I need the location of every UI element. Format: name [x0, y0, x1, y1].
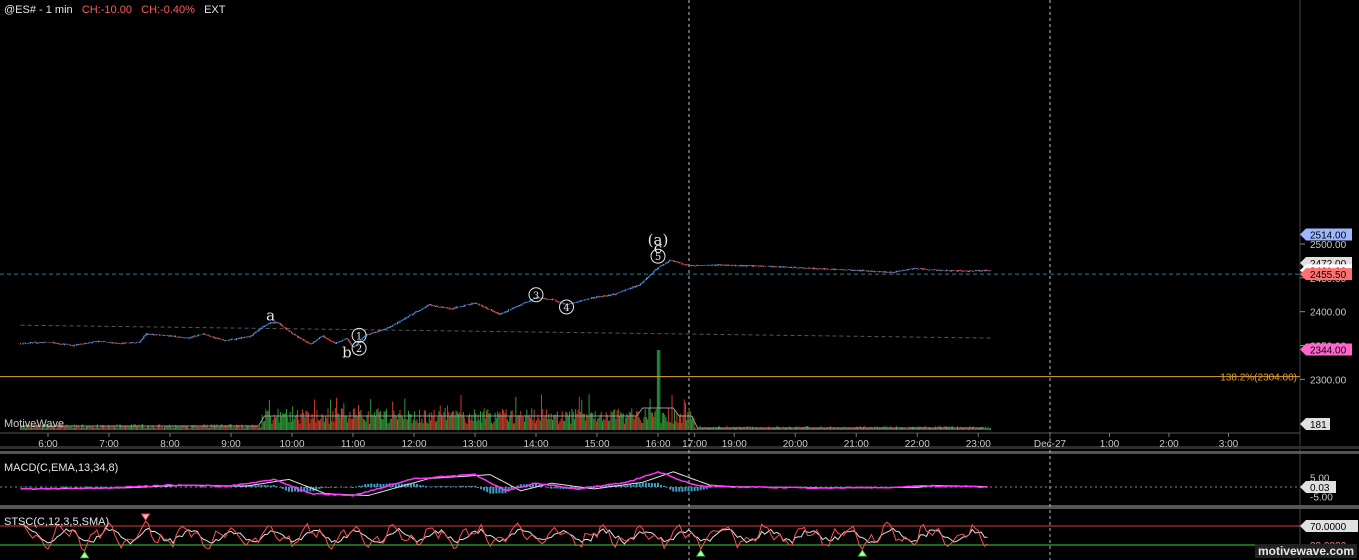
- price-badge: 2514.00: [1300, 228, 1352, 242]
- macd-badge-shape: [1300, 481, 1336, 493]
- price-badge-shape: [1300, 343, 1352, 356]
- time-tick-label: 2:00: [1159, 439, 1179, 450]
- wave-label-a: a: [266, 307, 275, 325]
- macd-tick-label: 5.00: [1310, 474, 1330, 485]
- stsc-sell-marker: [140, 513, 151, 521]
- stsc-buy-marker: [857, 549, 868, 557]
- wave-circle: [351, 340, 367, 356]
- volume-panel: [20, 350, 991, 430]
- volume-average-line: [20, 407, 985, 429]
- volume-badge-label: 181: [1310, 420, 1327, 431]
- wave-circle: [559, 299, 574, 315]
- time-tick-label: 20:00: [783, 439, 808, 450]
- wave-circle: [650, 248, 666, 264]
- chart-header: @ES# - 1 min CH:-10.00 CH:-0.40% EXT: [4, 4, 226, 17]
- stsc-title: STSC(C,12,3,5,SMA): [4, 516, 110, 528]
- trend-line: [20, 324, 991, 339]
- time-tick-label: 7:00: [99, 439, 119, 450]
- price-badge-label: 2344.00: [1310, 346, 1347, 357]
- macd-line: [20, 470, 988, 497]
- change-label: CH:-10.00: [81, 4, 132, 16]
- price-badge-label: 2455.50: [1310, 270, 1347, 281]
- wave-label-b: b: [342, 343, 352, 361]
- time-tick-label: Dec-27: [1034, 439, 1067, 450]
- wave-label-a: (a): [648, 231, 669, 249]
- macd-badge-label: 0.03: [1310, 483, 1330, 494]
- stsc-value-badge: 70.0000: [1300, 520, 1358, 533]
- time-tick-label: 17:00: [682, 439, 707, 450]
- time-tick-label: 3:00: [1219, 439, 1239, 450]
- volume-badge: 181: [1300, 418, 1330, 431]
- price-panel: 138.2%(2304.00): [0, 259, 1300, 384]
- price-badge-shape: [1300, 228, 1352, 241]
- wave-label-c: c: [654, 239, 662, 257]
- time-tick-label: 9:00: [221, 439, 241, 450]
- fib-level-label: 138.2%(2304.00): [1220, 373, 1297, 384]
- time-tick-label: 16:00: [645, 439, 670, 450]
- time-tick-label: 12:00: [401, 439, 426, 450]
- macd-panel: [0, 470, 1300, 497]
- price-badge: 2344.00: [1300, 343, 1352, 357]
- time-tick-label: 10:00: [279, 439, 304, 450]
- session-label: EXT: [204, 4, 226, 16]
- price-badge: 2455.50: [1300, 268, 1352, 281]
- watermark: motivewave.com: [1254, 544, 1357, 558]
- time-tick-label: 8:00: [160, 439, 180, 450]
- stsc-badge-shape: [1300, 520, 1358, 532]
- time-tick-label: 22:00: [905, 439, 930, 450]
- stsc-badge-label: 70.0000: [1310, 522, 1347, 533]
- macd-value-badge: 0.03: [1300, 481, 1336, 494]
- time-tick-label: 23:00: [966, 439, 991, 450]
- price-tick-label: 2500.00: [1310, 240, 1347, 251]
- stsc-buy-marker: [79, 551, 90, 559]
- time-tick-label: 6:00: [38, 439, 58, 450]
- time-tick-label: 14:00: [523, 439, 548, 450]
- time-tick-label: 19:00: [722, 439, 747, 450]
- symbol-label: @ES# - 1 min: [4, 4, 73, 16]
- volume-label: MotiveWave: [4, 418, 65, 430]
- wave-label-4: 4: [563, 303, 569, 314]
- wave-label-3: 3: [533, 291, 539, 302]
- wave-circle: [351, 327, 367, 343]
- price-tick-label: 2400.00: [1310, 308, 1347, 319]
- wave-circle: [528, 287, 544, 303]
- price-badge-shape: [1300, 268, 1352, 281]
- volume-badge-shape: [1300, 418, 1330, 430]
- time-tick-label: 1:00: [1100, 439, 1120, 450]
- change-pct-label: CH:-0.40%: [141, 4, 195, 16]
- time-tick-label: 11:00: [341, 439, 366, 450]
- price-tick-label: 2300.00: [1310, 375, 1347, 386]
- stsc-buy-marker: [695, 549, 706, 557]
- wave-label-2: 2: [356, 344, 362, 355]
- wave-label-5: 5: [655, 252, 661, 263]
- time-tick-label: 13:00: [462, 439, 487, 450]
- stochastic-panel: [0, 513, 1300, 559]
- time-tick-label: 15:00: [584, 439, 609, 450]
- price-badge-label: 2514.00: [1310, 231, 1347, 242]
- wave-label-1: 1: [356, 331, 362, 342]
- macd-tick-label: -5.00: [1310, 493, 1333, 504]
- time-tick-label: 21:00: [844, 439, 869, 450]
- macd-title: MACD(C,EMA,13,34,8): [4, 462, 119, 474]
- stsc-k-line: [20, 520, 988, 552]
